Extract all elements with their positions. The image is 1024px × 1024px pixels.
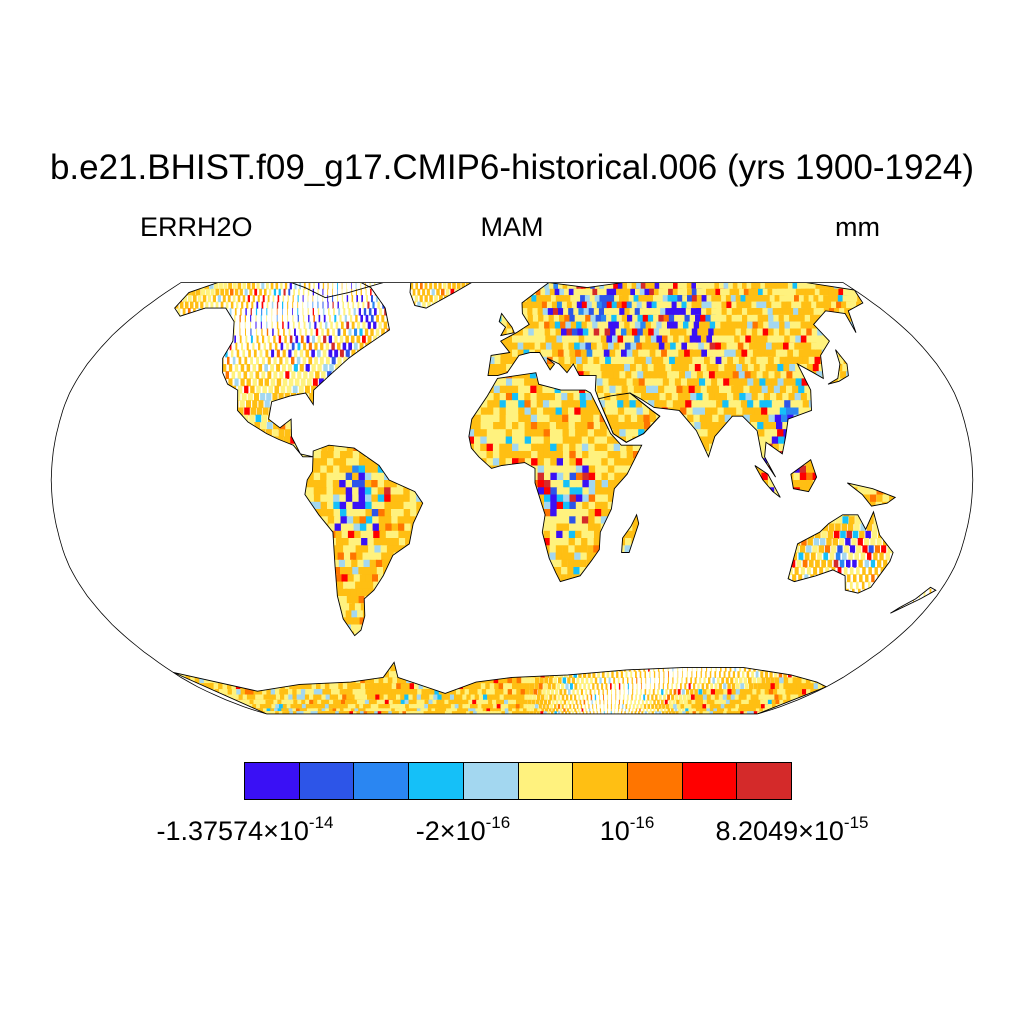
season-label: MAM (480, 212, 544, 242)
coastline-newzealand (890, 586, 937, 614)
coastline-canada-arctic (291, 282, 384, 299)
colorbar-label-3: 8.2049×10-15 (715, 813, 869, 846)
colorbar-label-0: -1.37574×10-14 (156, 813, 334, 846)
coastline-indonesia-3 (847, 482, 897, 507)
colorbar-box-4 (463, 763, 519, 799)
colorbar-box-6 (573, 763, 628, 799)
colorbar-box-5 (518, 763, 574, 799)
coastline-south-america (304, 444, 424, 637)
units-label: mm (835, 212, 880, 242)
coastline-africa (468, 372, 643, 583)
coastline-europe-asia (487, 282, 864, 478)
coastline-indonesia-2 (790, 458, 818, 493)
colorbar (244, 762, 792, 800)
map-border (50, 282, 974, 715)
coastline-indonesia-1 (754, 465, 781, 498)
coastline-antarctica (173, 661, 828, 714)
colorbar-label-1: -2×10-16 (415, 813, 511, 846)
colorbar-label-2: 10-16 (599, 813, 655, 846)
colorbar-box-1 (299, 763, 355, 799)
coastline-japan (827, 349, 849, 385)
coastline-north-america (174, 282, 390, 458)
colorbar-box-9 (737, 763, 792, 799)
variable-label: ERRH2O (140, 212, 253, 242)
colorbar-box-7 (627, 763, 683, 799)
coastline-australia (787, 510, 894, 594)
colorbar-box-0 (245, 763, 300, 799)
coastline-arabia-fill (597, 392, 661, 443)
coastline-greenland (409, 282, 474, 309)
colorbar-box-3 (409, 763, 464, 799)
coastline-uk (498, 312, 515, 337)
plot-title: b.e21.BHIST.f09_g17.CMIP6-historical.006… (49, 148, 975, 187)
colorbar-box-2 (354, 763, 410, 799)
coastline-madagascar (621, 513, 640, 553)
colorbar-box-8 (682, 763, 738, 799)
